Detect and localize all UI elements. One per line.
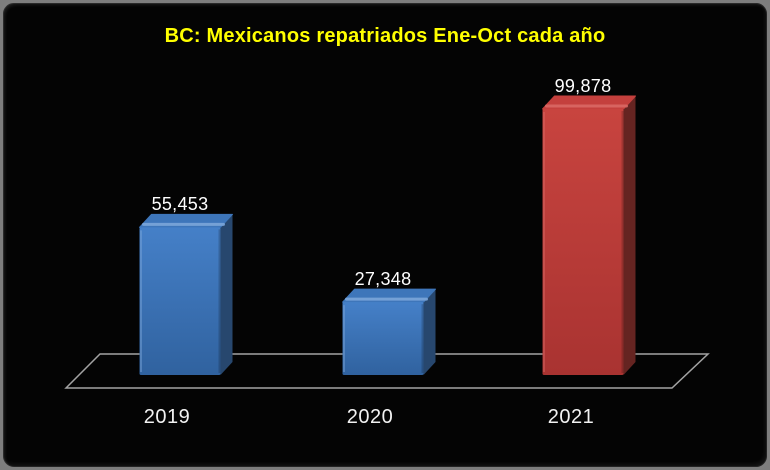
bars-group — [139, 95, 636, 375]
x-axis-label-2020: 2020 — [346, 406, 394, 428]
value-label-2020: 27,348 — [354, 269, 412, 290]
bar-chart-canvas — [64, 95, 710, 389]
bar-2021 — [542, 95, 636, 375]
value-label-2019: 55,453 — [151, 194, 209, 215]
floor-plane — [64, 353, 710, 389]
x-axis-label-2019: 2019 — [143, 406, 191, 428]
chart-title: BC: Mexicanos repatriados Ene-Oct cada a… — [164, 25, 606, 47]
bar-2019 — [139, 213, 233, 375]
x-axis-label-2021: 2021 — [547, 406, 595, 428]
value-label-2021: 99,878 — [554, 76, 612, 96]
bar-2020 — [342, 288, 436, 375]
